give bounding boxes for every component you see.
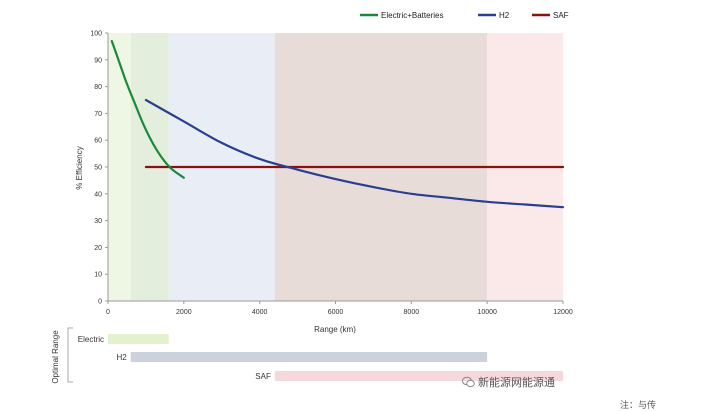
optimal-bar-label-electric: Electric [78,335,104,344]
y-tick-label: 100 [90,31,102,38]
y-tick-label: 30 [94,218,102,225]
y-tick-label: 60 [94,138,102,145]
watermark: 新能源网能源通 [462,374,555,390]
x-tick-label: 10000 [477,309,497,316]
legend: Electric+Batteries H2 SAF [360,11,569,20]
series-line-electric-batteries [110,39,185,179]
optimal-range-title: Optimal Range [51,330,60,384]
y-tick-label: 90 [94,57,102,64]
y-tick-label: 50 [94,165,102,172]
y-tick-label: 10 [94,272,102,279]
axes: 0 10 20 30 40 50 60 70 80 90 100 0 2000 4000 6000 8000 1… [90,31,573,317]
legend-label-saf: SAF [553,11,569,20]
optimal-bar-h2 [130,352,488,362]
x-tick-label: 0 [106,309,110,316]
y-tick-label: 70 [94,111,102,118]
optimal-bar-label-h2: H2 [117,353,128,362]
wechat-icon [462,376,475,388]
series-lines [110,39,565,209]
y-axis-label: % Efficiency [75,146,84,189]
legend-label-electric-batteries: Electric+Batteries [381,11,443,20]
x-tick-label: 4000 [252,309,268,316]
x-tick-label: 12000 [553,309,573,316]
y-tick-label: 40 [94,191,102,198]
y-tick-label: 20 [94,245,102,252]
optimal-bar-saf [274,371,563,381]
background-band-0 [108,33,131,301]
optimal-range-bracket [67,327,73,383]
optimal-bar-label-saf: SAF [255,372,271,381]
optimal-bar-electric [108,334,169,344]
y-tick-label: 80 [94,84,102,91]
x-tick-label: 8000 [404,309,420,316]
x-tick-label: 6000 [328,309,344,316]
legend-label-h2: H2 [499,11,510,20]
x-axis-label: Range (km) [314,325,356,334]
footnote: 注：与传 [620,400,657,410]
watermark-text: 新能源网能源通 [478,377,555,389]
x-tick-label: 2000 [176,309,192,316]
optimal-range-panel: Optimal Range Electric H2 SAF [51,327,563,384]
series-line-h2 [144,98,565,209]
y-tick-label: 0 [98,299,102,306]
